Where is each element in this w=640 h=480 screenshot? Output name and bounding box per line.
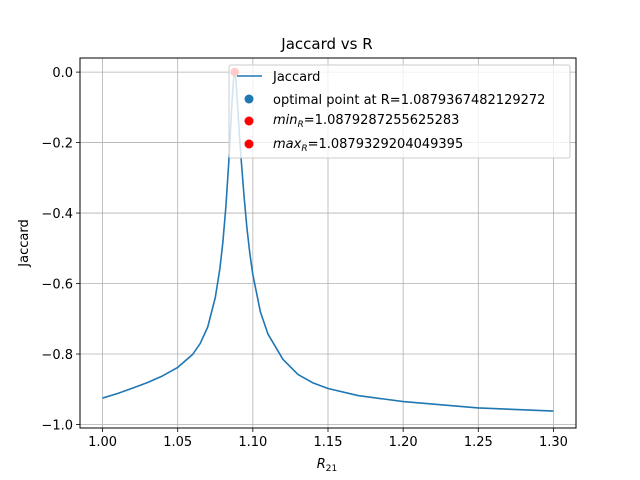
x-tick-label: 1.20	[389, 435, 418, 450]
y-tick-label: −0.2	[41, 137, 73, 152]
legend-box	[228, 64, 571, 159]
y-tick-label: −0.8	[41, 348, 73, 363]
y-axis: 0.0 −0.2 −0.4 −0.6 −0.8 −1.0	[41, 66, 80, 433]
x-tick-label: 1.10	[238, 435, 267, 450]
legend-marker-min	[244, 116, 254, 126]
legend-marker-optimal	[244, 94, 254, 104]
y-tick-label: −1.0	[41, 418, 73, 433]
y-tick-label: 0.0	[52, 66, 73, 81]
x-tick-label: 1.30	[539, 435, 568, 450]
x-axis-label: R21	[317, 457, 338, 474]
legend: Jaccard optimal point at R=1.08793674821…	[228, 64, 571, 159]
x-tick-label: 1.25	[464, 435, 493, 450]
chart-title: Jaccard vs R	[280, 35, 372, 53]
legend-entry-max: maxR=1.0879329204049395	[273, 137, 463, 154]
legend-entry-min: minR=1.0879287255625283	[273, 113, 459, 130]
legend-entry-jaccard: Jaccard	[272, 70, 320, 85]
x-tick-label: 1.05	[163, 435, 192, 450]
y-tick-label: −0.6	[41, 278, 73, 293]
legend-entry-optimal: optimal point at R=1.0879367482129272	[273, 93, 545, 108]
x-axis: 1.00 1.05 1.10 1.15 1.20 1.25 1.30	[88, 428, 568, 450]
x-tick-label: 1.15	[314, 435, 343, 450]
legend-marker-max	[244, 139, 254, 149]
x-tick-label: 1.00	[88, 435, 117, 450]
y-axis-label: Jaccard	[17, 219, 32, 267]
y-tick-label: −0.4	[41, 207, 73, 222]
